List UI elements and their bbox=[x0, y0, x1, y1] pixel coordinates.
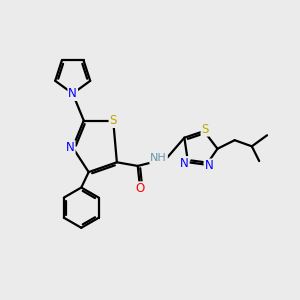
Text: S: S bbox=[110, 114, 117, 127]
Text: N: N bbox=[68, 87, 77, 100]
Text: N: N bbox=[180, 157, 189, 170]
Text: S: S bbox=[202, 123, 209, 136]
Text: N: N bbox=[66, 141, 75, 154]
Text: NH: NH bbox=[150, 153, 167, 163]
Text: N: N bbox=[205, 159, 213, 172]
Text: O: O bbox=[135, 182, 144, 195]
